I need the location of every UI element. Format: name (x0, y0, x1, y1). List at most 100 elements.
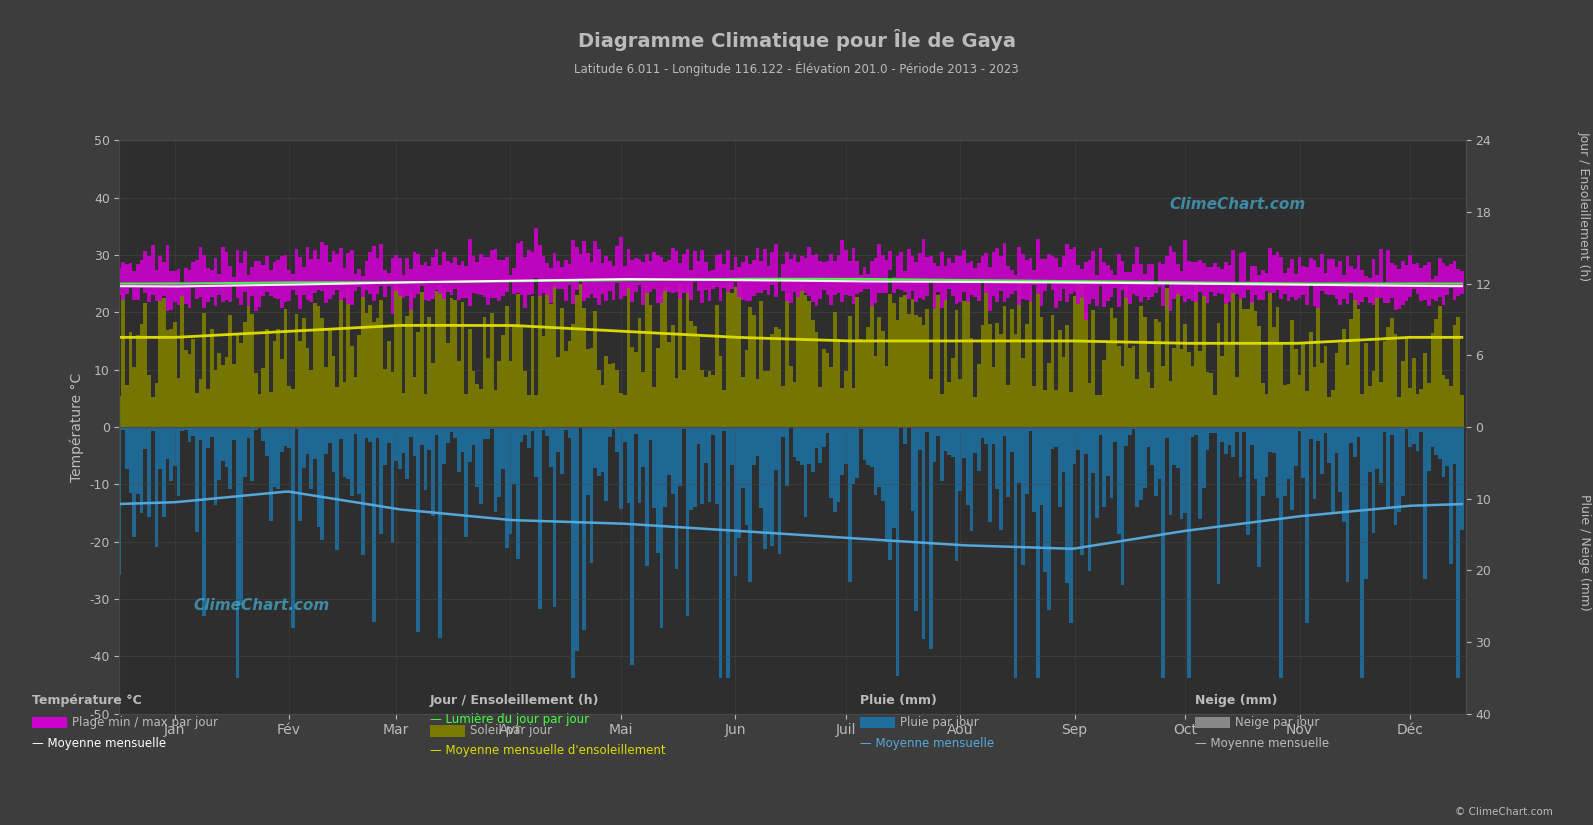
Bar (376, 318, 379, 427)
Bar (822, 349, 825, 427)
Bar (328, 427, 331, 443)
Bar (777, 328, 782, 427)
Bar (1298, 257, 1301, 299)
Bar (1262, 270, 1265, 300)
Bar (1254, 427, 1257, 478)
Bar (671, 427, 674, 494)
Bar (524, 427, 527, 435)
Bar (1282, 384, 1287, 427)
Bar (1243, 252, 1246, 298)
Bar (121, 427, 124, 430)
Bar (867, 328, 870, 427)
Bar (280, 427, 284, 452)
Bar (292, 389, 295, 427)
Bar (1346, 256, 1349, 304)
Bar (357, 427, 362, 494)
Bar (612, 363, 615, 427)
Bar (188, 354, 191, 427)
Bar (1043, 427, 1047, 572)
Bar (1290, 427, 1294, 510)
Bar (519, 427, 524, 442)
Bar (859, 427, 862, 429)
Bar (534, 395, 538, 427)
Bar (572, 427, 575, 678)
Bar (1352, 427, 1357, 457)
Bar (1018, 427, 1021, 483)
Bar (1456, 318, 1461, 427)
Bar (844, 250, 847, 295)
Bar (693, 326, 696, 427)
Bar (314, 250, 317, 293)
Bar (892, 427, 895, 528)
Bar (177, 269, 180, 305)
Bar (918, 318, 922, 427)
Bar (1128, 427, 1131, 435)
Bar (1040, 259, 1043, 306)
Bar (701, 370, 704, 427)
Bar (785, 252, 789, 301)
Bar (730, 271, 733, 290)
Bar (1058, 330, 1063, 427)
Bar (1438, 427, 1442, 460)
Bar (707, 271, 712, 301)
Bar (1235, 377, 1239, 427)
Bar (774, 327, 777, 427)
Bar (550, 304, 553, 427)
Bar (1223, 427, 1228, 454)
Bar (1228, 343, 1231, 427)
Bar (1209, 267, 1212, 292)
Bar (656, 427, 660, 553)
Bar (932, 262, 937, 309)
Bar (508, 275, 513, 282)
Bar (1309, 257, 1313, 285)
Bar (393, 284, 398, 427)
Text: — Moyenne mensuelle: — Moyenne mensuelle (1195, 737, 1329, 750)
Bar (981, 256, 984, 282)
Bar (825, 353, 830, 427)
Bar (1136, 247, 1139, 296)
Bar (210, 427, 213, 437)
Bar (1419, 267, 1423, 300)
Bar (718, 253, 723, 300)
Bar (519, 241, 524, 295)
Bar (261, 427, 264, 441)
Bar (261, 265, 264, 296)
Bar (497, 361, 502, 427)
Text: Pluie / Neige (mm): Pluie / Neige (mm) (1577, 494, 1590, 611)
Bar (261, 368, 264, 427)
Bar (323, 244, 328, 303)
Bar (862, 427, 867, 460)
Bar (1341, 427, 1346, 521)
Bar (637, 259, 642, 285)
Bar (368, 304, 373, 427)
Bar (505, 427, 508, 548)
Bar (634, 258, 637, 293)
Bar (162, 298, 166, 427)
Bar (637, 318, 642, 427)
Text: Latitude 6.011 - Longitude 116.122 - Élévation 201.0 - Période 2013 - 2023: Latitude 6.011 - Longitude 116.122 - Élé… (573, 62, 1020, 77)
Bar (379, 427, 384, 534)
Bar (483, 427, 486, 439)
Bar (1301, 266, 1305, 295)
Bar (855, 296, 859, 427)
Bar (623, 427, 626, 442)
Bar (948, 258, 951, 290)
Bar (1217, 267, 1220, 293)
Bar (199, 247, 202, 297)
Bar (1010, 271, 1013, 294)
Bar (996, 248, 999, 301)
Bar (479, 254, 483, 295)
Bar (914, 315, 918, 427)
Bar (929, 379, 932, 427)
Bar (454, 257, 457, 289)
Bar (951, 427, 954, 457)
Bar (177, 378, 180, 427)
Bar (1327, 258, 1332, 295)
Bar (413, 252, 416, 298)
Bar (143, 427, 147, 449)
Bar (1321, 363, 1324, 427)
Text: Soleil par jour: Soleil par jour (470, 724, 553, 738)
Bar (118, 396, 121, 427)
Bar (1405, 427, 1408, 429)
Bar (516, 295, 519, 427)
